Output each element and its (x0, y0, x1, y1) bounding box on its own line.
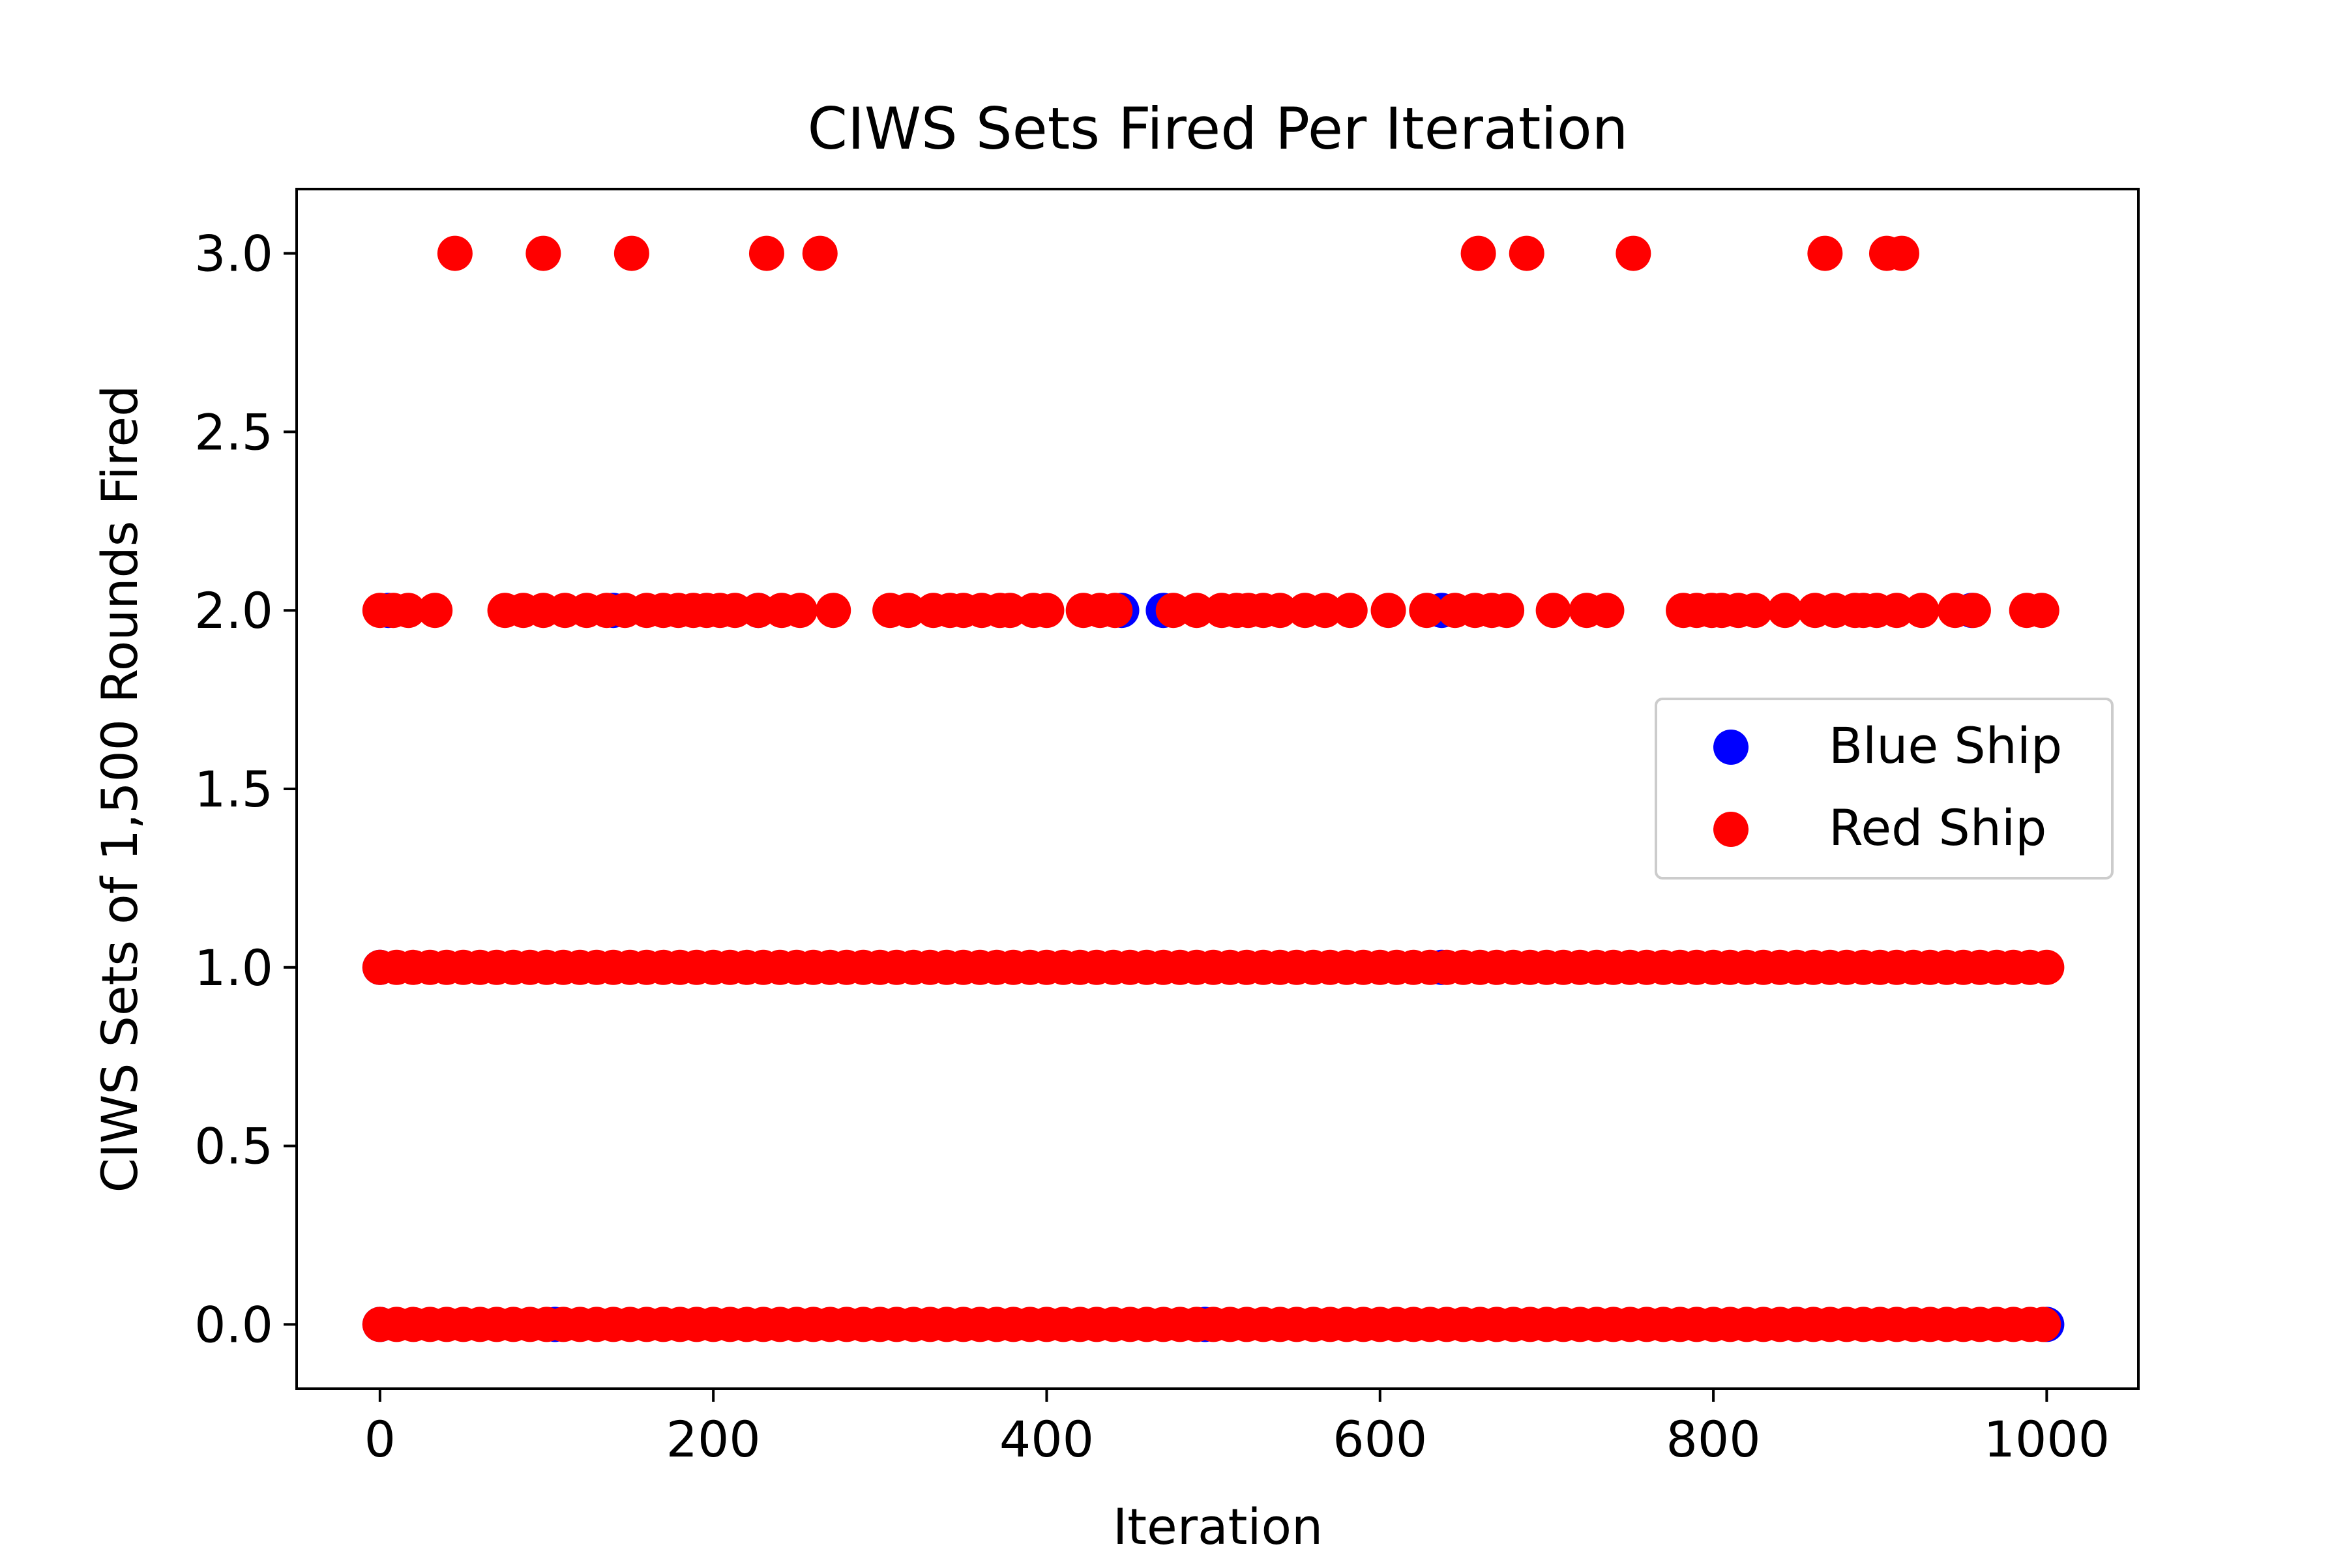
y-tick-label: 1.0 (194, 939, 273, 997)
data-point (2024, 593, 2059, 629)
data-point (748, 235, 784, 271)
data-point (1097, 593, 1133, 629)
x-tick-label: 200 (666, 1410, 761, 1468)
data-point (525, 235, 561, 271)
data-point (1509, 235, 1544, 271)
plot-area (362, 235, 2065, 1342)
data-point (1262, 593, 1298, 629)
data-point (2026, 1307, 2061, 1342)
legend-marker-blue-ship (1713, 730, 1749, 765)
data-point (802, 235, 838, 271)
y-tick-label: 1.5 (194, 760, 273, 818)
legend-label-blue-ship: Blue Ship (1829, 717, 2062, 775)
x-axis-label: Iteration (1113, 1498, 1323, 1556)
x-tick-label: 0 (364, 1410, 396, 1468)
data-point (1535, 593, 1571, 629)
legend: Blue Ship Red Ship (1655, 698, 2114, 880)
data-point (613, 235, 649, 271)
data-point (1460, 235, 1496, 271)
y-axis-label: CIWS Sets of 1,500 Rounds Fired (91, 385, 149, 1193)
x-axis: 0 200 400 600 800 1000 (364, 1389, 2110, 1468)
y-axis: 0.0 0.5 1.0 1.5 2.0 2.5 3.0 (194, 225, 297, 1354)
data-point (437, 235, 473, 271)
chart-title: CIWS Sets Fired Per Iteration (808, 95, 1629, 162)
x-tick-label: 1000 (1984, 1410, 2110, 1468)
y-tick-label: 0.5 (194, 1117, 273, 1176)
data-point (1029, 593, 1065, 629)
data-point (1489, 593, 1525, 629)
data-point (2029, 949, 2065, 985)
data-point (1904, 593, 1940, 629)
data-point (1370, 593, 1406, 629)
data-point (1179, 593, 1215, 629)
series-red-ship (362, 235, 2065, 1342)
legend-marker-red-ship (1713, 812, 1749, 847)
data-point (1879, 593, 1915, 629)
data-point (1409, 593, 1445, 629)
data-point (1307, 593, 1343, 629)
legend-box (1655, 698, 2114, 880)
data-point (391, 593, 426, 629)
x-tick-label: 400 (999, 1410, 1094, 1468)
y-tick-label: 3.0 (194, 225, 273, 283)
x-tick-label: 600 (1333, 1410, 1427, 1468)
data-point (1616, 235, 1651, 271)
plot-frame (295, 188, 2140, 1390)
data-point (1883, 235, 1919, 271)
data-point (1737, 593, 1773, 629)
data-point (1589, 593, 1625, 629)
data-point (782, 593, 818, 629)
x-tick-label: 800 (1666, 1410, 1761, 1468)
data-point (417, 593, 453, 629)
legend-label-red-ship: Red Ship (1829, 799, 2046, 857)
data-point (1767, 593, 1803, 629)
y-tick-label: 2.0 (194, 582, 273, 640)
data-point (1807, 235, 1843, 271)
data-point (816, 593, 851, 629)
data-point (891, 593, 926, 629)
data-point (1332, 593, 1368, 629)
data-point (1955, 593, 1991, 629)
y-tick-label: 2.5 (194, 403, 273, 461)
y-tick-label: 0.0 (194, 1295, 273, 1354)
